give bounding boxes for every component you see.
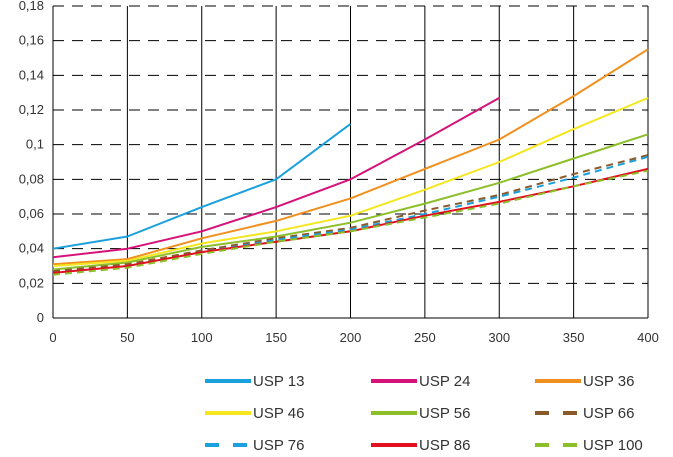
x-tick-label: 300 bbox=[488, 330, 510, 345]
legend-label: USP 24 bbox=[419, 373, 470, 390]
y-tick-label: 0,06 bbox=[19, 206, 44, 221]
series-line bbox=[52, 96, 649, 267]
x-tick-label: 100 bbox=[191, 330, 213, 345]
x-tick-label: 50 bbox=[120, 330, 134, 345]
legend-label: USP 13 bbox=[253, 373, 304, 390]
x-tick-label: 400 bbox=[637, 330, 659, 345]
y-tick-label: 0,04 bbox=[19, 241, 44, 256]
x-tick-label: 150 bbox=[265, 330, 287, 345]
legend-label: USP 46 bbox=[253, 405, 304, 422]
legend-label: USP 66 bbox=[583, 405, 634, 422]
axes: 0 0,02 0,04 0,06 0,08 0,1 0,12 0,14 0,16 0,18 0 50 1… bbox=[19, 0, 659, 345]
series-line bbox=[52, 169, 649, 276]
y-tick-label: 0,18 bbox=[19, 0, 44, 13]
y-tick-label: 0 bbox=[37, 310, 44, 325]
x-tick-label: 0 bbox=[49, 330, 56, 345]
y-tick-label: 0,02 bbox=[19, 275, 44, 290]
y-tick-label: 0,1 bbox=[26, 137, 44, 152]
y-tick-label: 0,08 bbox=[19, 171, 44, 186]
series-line bbox=[52, 97, 500, 259]
y-tick-label: 0,16 bbox=[19, 33, 44, 48]
legend: USP 13 USP 24 USP 36 USP 46 USP 56 USP 66 USP … bbox=[205, 373, 643, 454]
legend-label: USP 100 bbox=[583, 437, 643, 454]
series-lines bbox=[52, 48, 649, 276]
legend-label: USP 76 bbox=[253, 437, 304, 454]
series-line bbox=[52, 133, 649, 271]
x-tick-label: 200 bbox=[340, 330, 362, 345]
x-tick-label: 350 bbox=[563, 330, 585, 345]
series-line bbox=[52, 48, 649, 266]
grid bbox=[52, 5, 649, 318]
legend-label: USP 86 bbox=[419, 437, 470, 454]
y-tick-label: 0,14 bbox=[19, 67, 44, 82]
series-line bbox=[52, 123, 352, 250]
legend-label: USP 56 bbox=[419, 405, 470, 422]
legend-label: USP 36 bbox=[583, 373, 634, 390]
series-line bbox=[52, 154, 649, 273]
x-tick-label: 250 bbox=[414, 330, 436, 345]
y-tick-label: 0,12 bbox=[19, 102, 44, 117]
